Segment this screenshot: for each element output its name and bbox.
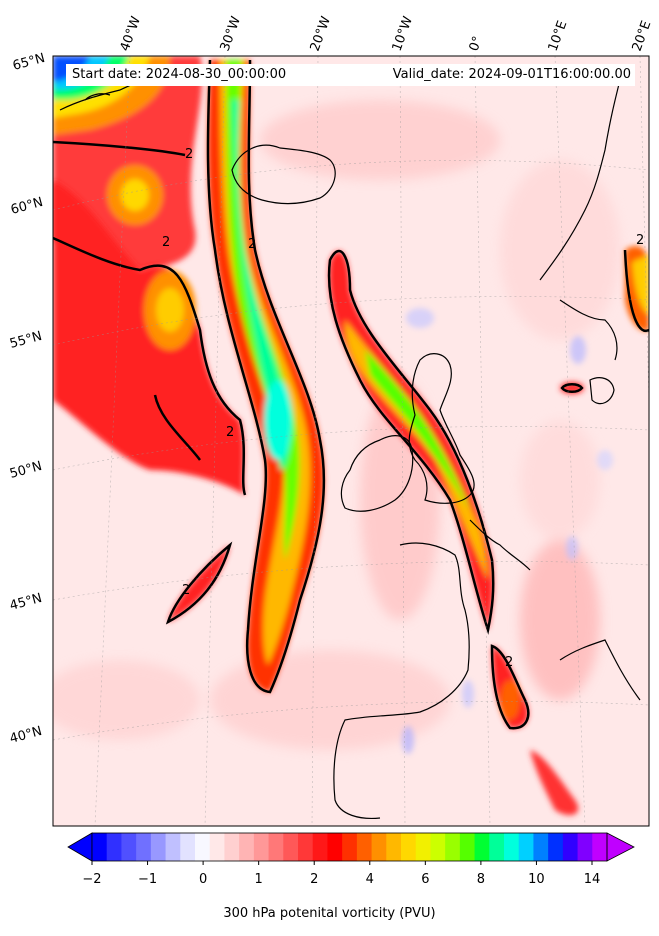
lon-label: 40°W bbox=[118, 14, 144, 53]
western-europe-coast bbox=[333, 519, 531, 820]
pv-2-contours bbox=[53, 59, 649, 730]
lat-label: 40°N bbox=[8, 724, 44, 747]
lat-label: 65°N bbox=[11, 51, 47, 74]
map-panel: 2 2 2 2 2 2 2 bbox=[53, 56, 649, 826]
lon-label: 20°W bbox=[308, 14, 334, 53]
coastlines bbox=[59, 69, 641, 820]
colorbar-title: 300 hPa potenital vorticity (PVU) bbox=[223, 906, 436, 921]
lon-label: 30°W bbox=[218, 14, 244, 53]
lon-label: 10°W bbox=[390, 14, 416, 53]
graticule bbox=[53, 56, 649, 826]
contour-label: 2 bbox=[182, 583, 190, 598]
contour-label: 2 bbox=[636, 233, 644, 248]
contour-label: 2 bbox=[226, 425, 234, 440]
contour-label: 2 bbox=[505, 655, 513, 670]
contour-labels: 2 2 2 2 2 2 2 bbox=[162, 147, 644, 670]
contour-label: 2 bbox=[162, 235, 170, 250]
lon-label: 20°E bbox=[630, 19, 655, 54]
contour-label: 2 bbox=[185, 147, 193, 162]
lat-label: 55°N bbox=[8, 329, 44, 352]
ireland-coast bbox=[340, 435, 414, 512]
great-britain-coast bbox=[408, 353, 475, 504]
latitude-labels: 65°N 60°N 55°N 50°N 45°N 40°N bbox=[8, 51, 47, 747]
map-frame bbox=[52, 55, 650, 827]
valid-date-label: Valid_date: 2024-09-01T16:00:00.00 bbox=[356, 64, 635, 86]
iceland-coast bbox=[231, 144, 336, 205]
lat-label: 50°N bbox=[8, 459, 44, 482]
lon-label: 0° bbox=[467, 34, 486, 53]
lon-label: 10°E bbox=[546, 19, 571, 54]
longitude-labels: 40°W 30°W 20°W 10°W 0° 10°E 20°E bbox=[118, 14, 655, 53]
lat-label: 60°N bbox=[9, 195, 45, 218]
scandinavia-coast bbox=[539, 79, 621, 361]
contour-label: 2 bbox=[248, 237, 256, 252]
lat-label: 45°N bbox=[8, 591, 44, 614]
start-date-label: Start date: 2024-08-30_00:00:00 bbox=[66, 64, 362, 86]
